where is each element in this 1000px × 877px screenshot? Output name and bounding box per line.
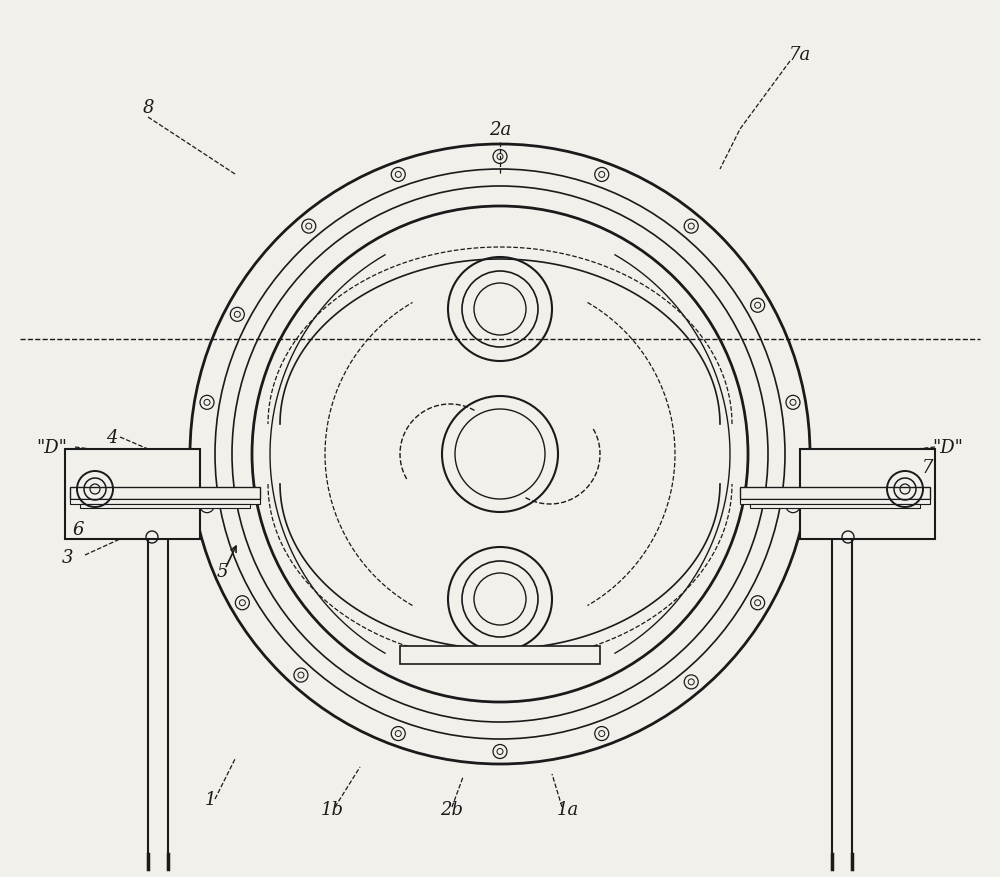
Text: "D": "D"	[933, 438, 963, 457]
Text: 5: 5	[216, 562, 228, 581]
Text: 8: 8	[142, 99, 154, 117]
Text: 4: 4	[106, 429, 118, 446]
Text: 2b: 2b	[441, 800, 464, 818]
Bar	[800, 450, 935, 539]
Bar	[70, 488, 260, 499]
Bar	[740, 499, 930, 504]
Bar	[65, 450, 200, 539]
Bar	[740, 488, 930, 499]
Text: 1: 1	[204, 790, 216, 808]
Bar	[400, 646, 600, 664]
Text: 3: 3	[62, 548, 74, 567]
Text: 7a: 7a	[789, 46, 811, 64]
Text: 1a: 1a	[557, 800, 579, 818]
Text: 7: 7	[922, 459, 934, 476]
Bar	[80, 504, 250, 508]
Text: 2a: 2a	[489, 121, 511, 139]
Bar	[750, 504, 920, 508]
Text: 1b: 1b	[321, 800, 344, 818]
Text: "D": "D"	[37, 438, 67, 457]
Text: 6: 6	[72, 520, 84, 538]
Bar	[70, 499, 260, 504]
